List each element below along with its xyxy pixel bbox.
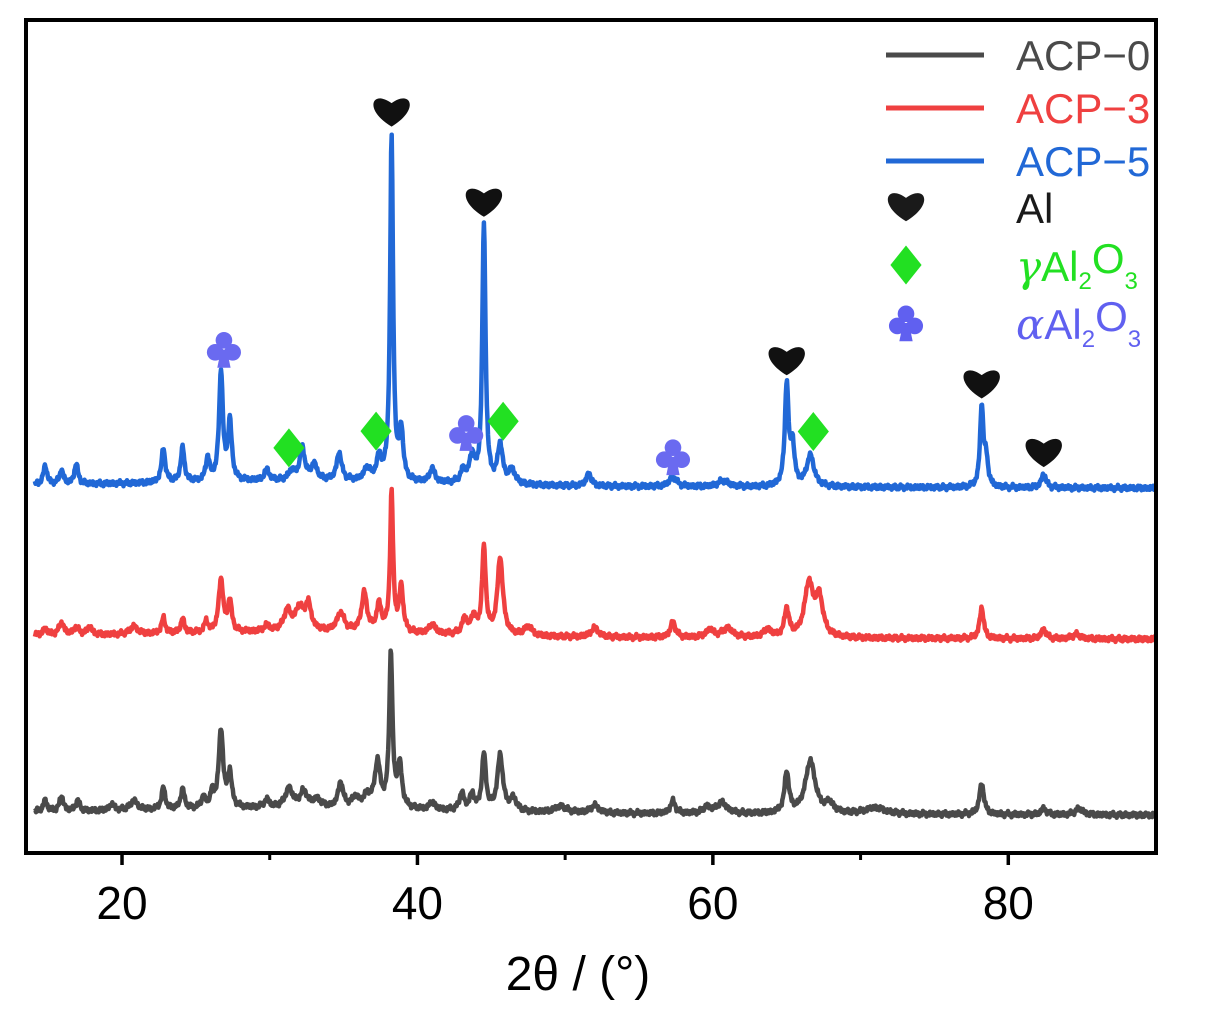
peak-marker-heart <box>768 347 805 376</box>
legend-symbol-club <box>888 305 924 342</box>
peak-marker-club <box>206 331 241 368</box>
peak-marker-club <box>449 415 484 451</box>
legend-label: αAl2O3 <box>1016 293 1141 353</box>
peak-marker-diamond <box>360 411 392 451</box>
peak-marker-heart <box>1025 438 1062 468</box>
plot-frame <box>24 18 1158 855</box>
peak-markers <box>206 98 1062 476</box>
series-acp3 <box>32 486 1158 645</box>
x-tick-label: 80 <box>983 877 1034 929</box>
legend-label: ACP−3 <box>1016 85 1150 132</box>
peak-marker-club <box>655 439 691 476</box>
x-tick-label: 60 <box>687 877 738 929</box>
peak-marker-heart <box>465 188 503 217</box>
peak-marker-diamond <box>273 428 305 468</box>
legend-label: ACP−5 <box>1016 138 1150 185</box>
legend-label: Al <box>1016 185 1053 232</box>
legend-label: γAl2O3 <box>1016 235 1138 295</box>
x-axis-ticks: 20 40 60 80 <box>96 853 1034 929</box>
series-acp5 <box>32 132 1158 494</box>
legend-label: ACP−0 <box>1016 32 1150 79</box>
legend-symbol-heart <box>887 193 925 222</box>
peak-marker-diamond <box>797 411 829 451</box>
x-tick-label: 40 <box>392 877 443 929</box>
peak-marker-heart <box>963 370 1000 399</box>
series-acp0 <box>33 648 1158 820</box>
x-axis-title: 2θ / (°) <box>506 948 651 1001</box>
peak-marker-heart <box>373 98 410 127</box>
legend-symbol-diamond <box>890 245 922 285</box>
peak-marker-diamond <box>487 401 519 441</box>
series-layer <box>32 132 1158 820</box>
x-tick-label: 20 <box>96 877 147 929</box>
